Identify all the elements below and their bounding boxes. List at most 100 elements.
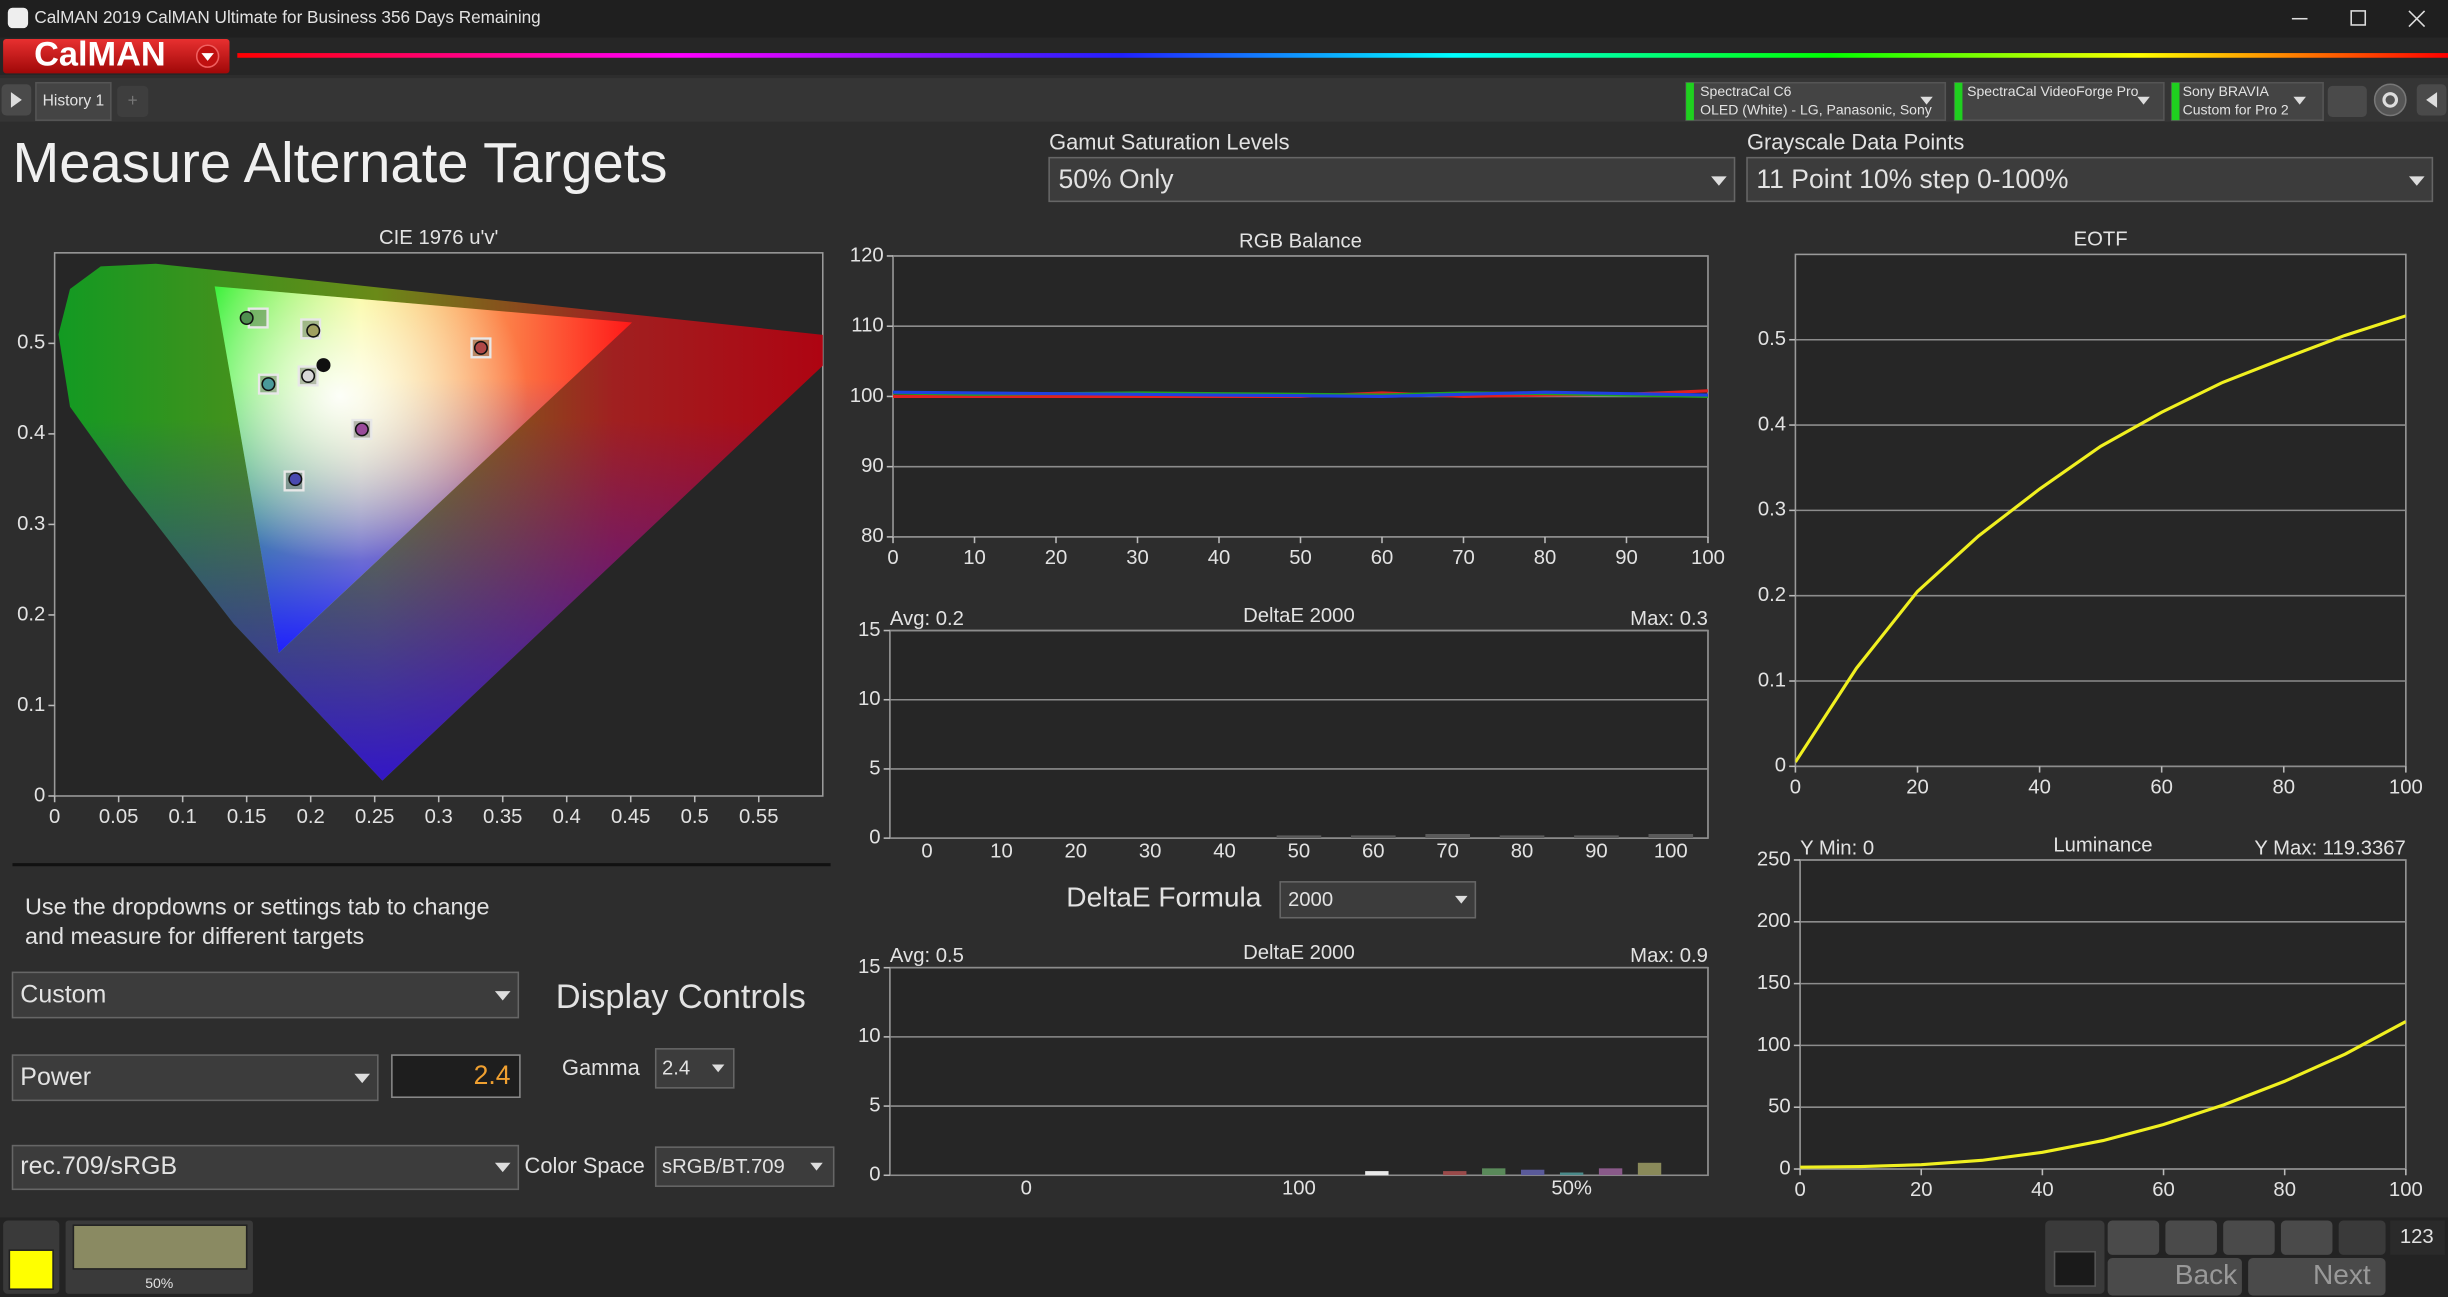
tab[interactable] [35, 81, 112, 121]
add-tab[interactable] [117, 85, 149, 118]
x-tick-label: 70 [1452, 547, 1475, 569]
gamma-label: Gamma [562, 1055, 641, 1080]
add-tab-icon: + [128, 90, 138, 110]
x-tick-label: 100 [2389, 777, 2423, 799]
window-title: CalMAN 2019 CalMAN Ultimate for Business… [34, 7, 540, 27]
bar [1443, 1171, 1467, 1176]
patch-preview [72, 1224, 248, 1270]
y-tick-label: 100 [850, 385, 884, 407]
y-tick-label: 5 [869, 757, 880, 779]
chart: Luminance Y Min: 0 Y Max: 119.3367 0 50 100 15… [1757, 834, 2423, 1201]
y-tick-label: 110 [851, 315, 883, 337]
corner-label: Y Max: 119.3367 [2254, 837, 2405, 859]
x-tick-label: 0.1 [169, 806, 197, 828]
gamut-triangle-white [214, 286, 633, 653]
y-tick-label: 10 [858, 1025, 881, 1047]
bar [1350, 835, 1396, 839]
settings-button[interactable] [2373, 83, 2407, 117]
x-tick-label: 50 [1288, 841, 1311, 863]
x-tick-label: 50 [1289, 547, 1312, 569]
x-tick-label: 80 [1534, 547, 1557, 569]
bar [1559, 1172, 1584, 1176]
back-label: Back [2175, 1259, 2238, 1290]
x-tick-label: 0 [1790, 777, 1801, 799]
plot-layer [58, 263, 823, 781]
y-tick-label: 0 [1779, 1157, 1790, 1179]
bar [1287, 1175, 1311, 1176]
stop-button[interactable] [2107, 1220, 2160, 1255]
instructions: and measure for different targets [25, 923, 364, 949]
close-button[interactable] [2408, 10, 2426, 28]
target-dropdown[interactable]: Custom [11, 971, 520, 1019]
next-label: Next [2313, 1259, 2371, 1290]
bar [1425, 833, 1470, 839]
data-line [1795, 314, 2406, 763]
colorspace-dropdown[interactable]: sRGB/BT.709 [654, 1146, 835, 1187]
y-tick-label: 90 [861, 455, 884, 477]
gamut-dropdown[interactable]: 50% Only [1048, 156, 1736, 203]
data-line [1800, 1020, 2406, 1169]
x-tick-label: 0.05 [99, 806, 138, 828]
x-tick-label: 20 [1045, 547, 1068, 569]
dropdown-value: 50% Only [1059, 164, 1175, 194]
plot-layer [904, 833, 1694, 839]
x-tick-label: 10 [990, 841, 1013, 863]
chart-title: EOTF [2074, 229, 2128, 251]
plot-area [889, 629, 1709, 839]
gamma-dropdown[interactable]: 2.4 [654, 1048, 735, 1089]
next-button[interactable] [2248, 1257, 2386, 1296]
device-button[interactable] [2327, 85, 2367, 118]
deltae-dropdown[interactable]: 2000 [1279, 881, 1477, 919]
save-button[interactable] [2223, 1220, 2275, 1255]
measured-point [354, 422, 369, 437]
x-tick-label: 50% [1551, 1178, 1592, 1200]
y-tick-label: 0.3 [1758, 499, 1786, 521]
y-tick-label: 200 [1757, 910, 1791, 932]
refresh-button[interactable] [2338, 1220, 2386, 1255]
device-3[interactable]: Sony BRAVIA Custom for Pro 2 [2170, 81, 2324, 121]
x-tick-label: 80 [1511, 841, 1534, 863]
play-button[interactable] [2165, 1220, 2217, 1255]
device-1[interactable]: SpectraCal C6 OLED (White) - LG, Panason… [1685, 81, 1947, 121]
bar [1276, 835, 1322, 839]
tab-label: History 1 [43, 93, 105, 110]
maximize-button[interactable] [2350, 10, 2367, 26]
y-tick-label: 120 [850, 244, 884, 266]
logo-text: CalMAN [34, 35, 166, 73]
corner-label: Max: 0.9 [1630, 945, 1708, 967]
chart: CIE 1976 u'v' 0 0.1 0.2 0.3 0.4 0.5 0 0.05 0.1 0.1… [17, 227, 824, 828]
device-name: SpectraCal VideoForge Pro [1967, 83, 2139, 99]
chart: RGB Balance 80 90 100 110 120 0 10 20 30 40 50 60 70 8… [850, 230, 1725, 569]
y-tick-label: 10 [858, 688, 881, 710]
grayscale-dropdown[interactable]: 11 Point 10% step 0-100% [1746, 156, 2434, 203]
bar [1574, 835, 1619, 839]
dropdown-value: 2.4 [662, 1057, 690, 1079]
measured-point [306, 323, 321, 338]
x-tick-label: 0.15 [227, 806, 266, 828]
logo-button[interactable] [3, 39, 230, 74]
bar [1499, 835, 1545, 839]
deltae-label: DeltaE Formula [1066, 881, 1261, 912]
colorspace-target-dropdown[interactable]: rec.709/sRGB [11, 1144, 520, 1191]
bar [1170, 1175, 1194, 1176]
meter-icon [2053, 1250, 2096, 1287]
bar [936, 1175, 961, 1176]
dropdown-value: 2000 [1288, 889, 1333, 911]
app-icon [7, 7, 29, 29]
counter-box [2390, 1220, 2445, 1255]
gamma-mode-dropdown[interactable]: Power [11, 1054, 379, 1102]
patch-label: 50% [145, 1275, 173, 1291]
y-tick-label: 0.2 [1758, 584, 1786, 606]
loop-button[interactable] [2280, 1220, 2333, 1255]
x-tick-label: 60 [1362, 841, 1385, 863]
chart-title: Luminance [2053, 834, 2152, 856]
page-title: Measure Alternate Targets [12, 131, 667, 194]
x-tick-label: 0.2 [297, 806, 325, 828]
device-2[interactable]: SpectraCal VideoForge Pro [1953, 81, 2165, 121]
back-button[interactable] [2107, 1257, 2242, 1296]
plot-area [889, 966, 1709, 1177]
x-tick-label: 100 [1282, 1178, 1316, 1200]
y-tick-label: 15 [858, 956, 881, 978]
y-tick-label: 0 [1775, 755, 1786, 777]
gamma-input[interactable]: 2.4 [391, 1054, 521, 1099]
